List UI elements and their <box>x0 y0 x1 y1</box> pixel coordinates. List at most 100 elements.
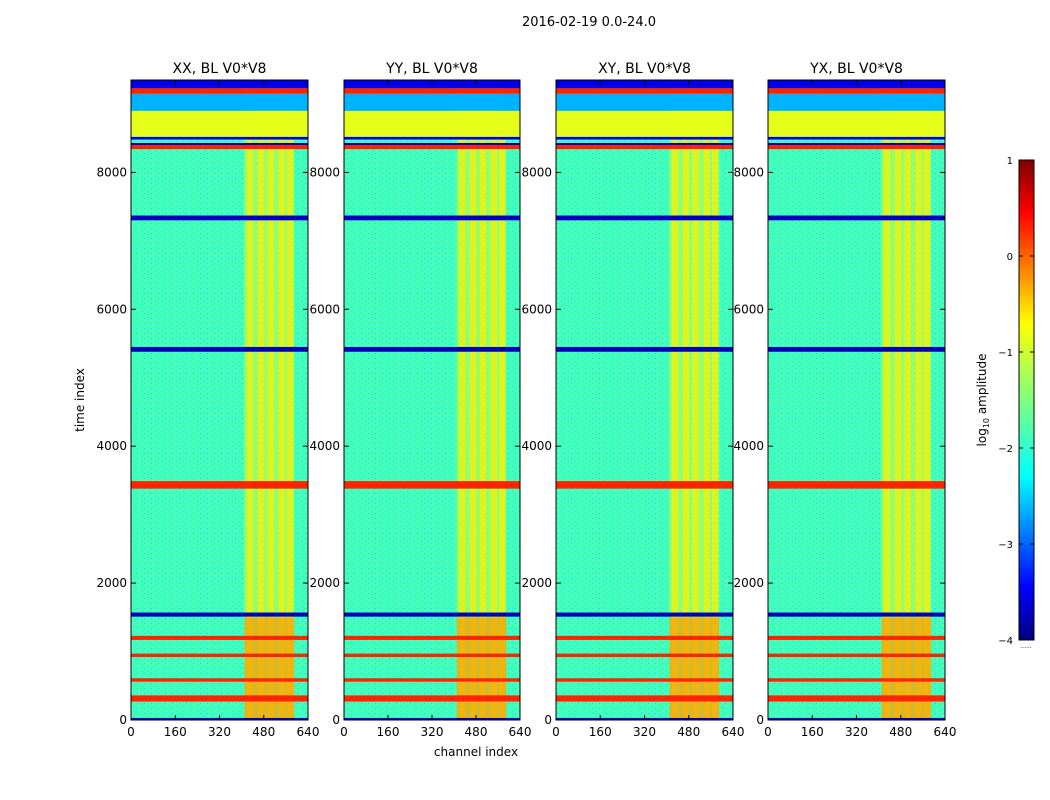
x-axis-label: channel index <box>434 745 518 759</box>
rfi-channel-stripe <box>692 80 699 720</box>
time-band <box>344 142 520 146</box>
time-band <box>768 215 945 221</box>
rfi-channel-stripe <box>257 80 264 720</box>
time-band <box>768 481 945 489</box>
time-band <box>344 695 520 702</box>
rfi-channel-stripe <box>915 80 922 720</box>
time-band <box>131 110 308 137</box>
time-band <box>131 695 308 702</box>
time-band <box>344 612 520 617</box>
rfi-channel-stripe <box>278 80 285 720</box>
x-tick-label: 320 <box>633 725 656 739</box>
x-tick-label: 0 <box>764 725 772 739</box>
rfi-channel-stripe <box>703 80 710 720</box>
time-band <box>556 678 733 682</box>
rfi-strong-region <box>881 617 932 720</box>
y-tick-label: 2000 <box>96 576 127 590</box>
rfi-channel-stripe <box>267 80 274 720</box>
time-band <box>556 612 733 617</box>
heatmap-image <box>131 80 308 720</box>
y-tick-label: 4000 <box>96 439 127 453</box>
heatmap-image <box>768 80 945 720</box>
y-tick-label: 0 <box>544 713 552 727</box>
y-tick-label: 6000 <box>733 302 764 316</box>
y-tick-label: 8000 <box>733 165 764 179</box>
time-band <box>768 695 945 702</box>
y-tick-label: 4000 <box>309 439 340 453</box>
x-tick-label: 0 <box>552 725 560 739</box>
time-band <box>131 215 308 221</box>
y-tick-label: 0 <box>119 713 127 727</box>
rfi-channel-stripe <box>479 80 486 720</box>
rfi-channel-stripe <box>924 80 931 720</box>
rfi-strong-region <box>669 617 720 720</box>
time-band <box>131 678 308 682</box>
colorbar-gradient <box>1018 159 1035 641</box>
heatmap-panel: XX, BL V0*V8 0 160 320 480 640 0 2000 4000 6000 80… <box>96 61 319 739</box>
time-band <box>344 110 520 137</box>
y-tick-label: 4000 <box>521 439 552 453</box>
y-tick-label: 6000 <box>96 302 127 316</box>
x-tick-label: 160 <box>589 725 612 739</box>
rfi-channel-stripe <box>904 80 911 720</box>
y-tick-label: 6000 <box>309 302 340 316</box>
panel-title: YY, BL V0*V8 <box>385 61 478 77</box>
y-tick-label: 0 <box>332 713 340 727</box>
rfi-channel-stripe <box>671 80 678 720</box>
y-tick-label: 8000 <box>309 165 340 179</box>
colorbar-tick-label: −3 <box>998 540 1013 551</box>
time-band <box>768 145 945 150</box>
rfi-strong-region <box>244 617 295 720</box>
y-tick-label: 2000 <box>521 576 552 590</box>
panel-title: YX, BL V0*V8 <box>809 61 903 77</box>
time-band <box>768 653 945 658</box>
x-tick-label: 320 <box>208 725 231 739</box>
x-tick-label: 320 <box>421 725 444 739</box>
time-band <box>556 142 733 146</box>
colorbar-label: log10 amplitude <box>975 354 991 447</box>
time-band <box>768 136 945 140</box>
time-band <box>768 142 945 146</box>
x-tick-label: 160 <box>801 725 824 739</box>
time-band <box>344 678 520 682</box>
x-tick-label: 640 <box>722 725 745 739</box>
x-tick-label: 640 <box>934 725 957 739</box>
time-band <box>131 93 308 111</box>
figure-title: 2016-02-19 0.0-24.0 <box>522 15 656 30</box>
time-band <box>131 142 308 146</box>
heatmap-panel: XY, BL V0*V8 0 160 320 480 640 0 2000 4000 6000 80… <box>521 61 744 739</box>
x-tick-label: 640 <box>297 725 320 739</box>
time-band <box>344 653 520 658</box>
time-band <box>131 612 308 617</box>
colorbar-tick-label: −2 <box>998 444 1013 455</box>
y-tick-label: 0 <box>756 713 764 727</box>
x-tick-label: 160 <box>377 725 400 739</box>
time-band <box>556 110 733 137</box>
y-tick-label: 8000 <box>521 165 552 179</box>
colorbar-tick-label: −4 <box>998 636 1013 647</box>
colorbar: 1 0 −1 −2 −3 −4 log10 amplitude ...... <box>975 156 1035 650</box>
x-tick-label: 480 <box>889 725 912 739</box>
time-band <box>768 110 945 137</box>
rfi-channel-stripe <box>490 80 497 720</box>
time-band <box>131 346 308 352</box>
heatmap-image <box>556 80 733 720</box>
heatmap-panel: YX, BL V0*V8 0 160 320 480 640 0 2000 4000 6000 80… <box>733 61 956 739</box>
x-tick-label: 320 <box>845 725 868 739</box>
time-band <box>556 635 733 640</box>
rfi-channel-stripe <box>246 80 253 720</box>
time-band <box>344 88 520 94</box>
time-band <box>556 88 733 94</box>
time-band <box>768 88 945 94</box>
time-band <box>556 346 733 352</box>
rfi-strong-region <box>456 617 507 720</box>
x-tick-label: 0 <box>340 725 348 739</box>
colorbar-footer: ...... <box>1020 643 1032 650</box>
heatmap-image <box>344 80 520 720</box>
x-tick-label: 160 <box>164 725 187 739</box>
time-band <box>556 136 733 140</box>
rfi-channel-stripe <box>883 80 890 720</box>
colorbar-tick-label: −1 <box>998 348 1013 359</box>
time-band <box>344 481 520 489</box>
